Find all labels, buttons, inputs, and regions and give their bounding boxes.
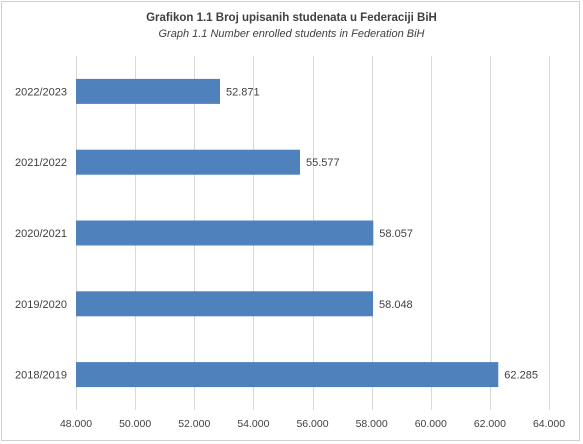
x-tick-label: 60.000 bbox=[415, 418, 447, 430]
category-label: 2018/2019 bbox=[15, 370, 67, 382]
x-tick-label: 58.000 bbox=[356, 418, 388, 430]
category-label: 2021/2022 bbox=[15, 157, 67, 169]
x-tick-label: 56.000 bbox=[296, 418, 328, 430]
data-label: 55.577 bbox=[306, 157, 340, 169]
bar bbox=[76, 149, 300, 175]
bars bbox=[76, 78, 499, 388]
x-tick-label: 52.000 bbox=[178, 418, 210, 430]
data-label: 58.048 bbox=[379, 299, 413, 311]
x-tick-label: 54.000 bbox=[237, 418, 269, 430]
x-tick-label: 62.000 bbox=[474, 418, 506, 430]
x-tick-label: 50.000 bbox=[119, 418, 151, 430]
category-label: 2022/2023 bbox=[15, 86, 67, 98]
category-label: 2019/2020 bbox=[15, 299, 67, 311]
bar bbox=[76, 291, 374, 317]
data-label: 52.871 bbox=[226, 86, 260, 98]
chart-subtitle: Graph 1.1 Number enrolled students in Fe… bbox=[158, 28, 425, 40]
bar bbox=[76, 220, 374, 246]
x-tick-label: 64.000 bbox=[533, 418, 565, 430]
data-label: 58.057 bbox=[379, 228, 413, 240]
category-labels: 2022/2023 2021/2022 2020/2021 2019/2020 2018… bbox=[15, 86, 67, 381]
x-tick-labels: 48.000 50.000 52.000 54.000 56.000 58.000 60.0… bbox=[60, 418, 565, 430]
data-labels: 52.871 55.577 58.057 58.048 62.285 bbox=[226, 86, 538, 381]
bar bbox=[76, 362, 499, 388]
chart-title: Grafikon 1.1 Broj upisanih studenata u F… bbox=[146, 12, 437, 24]
category-label: 2020/2021 bbox=[15, 228, 67, 240]
data-label: 62.285 bbox=[504, 370, 538, 382]
bar bbox=[76, 78, 220, 104]
x-tick-label: 48.000 bbox=[60, 418, 92, 430]
